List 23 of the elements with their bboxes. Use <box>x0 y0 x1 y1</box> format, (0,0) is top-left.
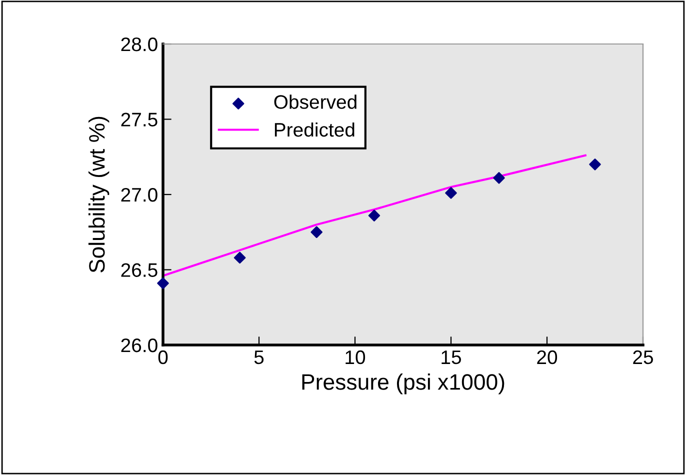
x-tick-label: 0 <box>158 350 168 364</box>
x-tick-label: 15 <box>442 350 461 364</box>
y-tick-label: 26.0 <box>121 338 158 352</box>
point <box>445 187 457 199</box>
y-tick-label: 26.5 <box>121 263 158 277</box>
y-tick-label: 27.0 <box>121 188 158 202</box>
line-series <box>163 154 586 277</box>
legend-label: Predicted <box>274 122 354 137</box>
point <box>310 226 322 238</box>
legend-label: Observed <box>274 94 356 109</box>
x-axis-title: Pressure (psi x1000) <box>302 374 504 394</box>
x-tick-label: 10 <box>346 350 366 364</box>
point <box>157 277 169 290</box>
point <box>368 210 380 222</box>
point <box>234 252 246 264</box>
y-axis-title: Solubility (wt %) <box>88 116 110 273</box>
x-tick-label: 25 <box>633 350 653 364</box>
x-tick-label: 20 <box>537 350 558 364</box>
x-tick-label: 5 <box>254 350 264 364</box>
y-tick-label: 28.0 <box>121 37 158 52</box>
point <box>493 172 505 184</box>
point <box>589 158 601 170</box>
y-tick-label: 27.5 <box>121 112 158 126</box>
